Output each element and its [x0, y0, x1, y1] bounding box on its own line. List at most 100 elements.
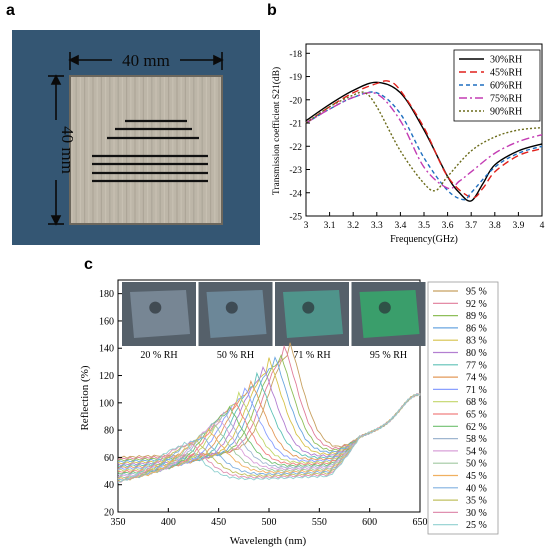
reflection-series-group [117, 342, 421, 484]
reflection-legend-label: 80 % [466, 348, 487, 359]
reflection-series-line-7 [117, 371, 421, 468]
reflection-legend-label: 68 % [466, 397, 487, 408]
s21-legend-label: 45%RH [490, 68, 522, 79]
reflection-legend-label: 45 % [466, 471, 487, 482]
rh-inset-label: 95 % RH [370, 350, 407, 361]
reflection-legend-label: 54 % [466, 446, 487, 457]
s21-x-tick-label: 3.8 [489, 221, 501, 231]
s21-chart: 3 3.1 3.2 3.3 3.4 3.5 3.6 3.7 3.8 3.9 4 -25-24-23-… [271, 43, 545, 245]
reflection-x-axis-label: Wavelength (nm) [230, 535, 307, 547]
reflection-y-axis-label: Reflection (%) [80, 365, 91, 430]
reflection-series-line-20 [117, 393, 421, 484]
reflection-y-tick-label: 160 [99, 316, 114, 327]
rh-inset-spot [149, 301, 162, 314]
reflection-x-tick-label: 600 [362, 517, 377, 528]
s21-x-axis-label: Frequency(GHz) [390, 234, 458, 245]
s21-x-tick-label: 3.6 [442, 221, 454, 231]
s21-y-tick-label: -18 [289, 50, 302, 60]
height-label: 40 mm [58, 126, 77, 174]
reflection-y-tick-label: 40 [104, 480, 114, 491]
reflection-legend-label: 77 % [466, 360, 487, 371]
reflection-y-tick-label: 80 [104, 426, 114, 437]
reflection-legend-box [427, 281, 499, 535]
reflection-legend-label: 58 % [466, 434, 487, 445]
rh-inset-film [130, 290, 190, 338]
line-resonators [92, 119, 208, 183]
reflection-legend-label: 74 % [466, 373, 487, 384]
reflection-y-tick-label: 120 [99, 371, 114, 382]
dimension-left [48, 74, 64, 226]
plate-texture [71, 77, 220, 223]
s21-y-tick-label: -19 [289, 73, 302, 83]
reflection-series-line-3 [117, 353, 421, 462]
reflection-y-tick-label: 140 [99, 344, 114, 355]
reflection-x-tick-label: 400 [161, 517, 176, 528]
s21-x-ticks: 3 3.1 3.2 3.3 3.4 3.5 3.6 3.7 3.8 3.9 4 [304, 212, 545, 231]
reflection-legend-label: 35 % [466, 496, 487, 507]
width-label: 40 mm [122, 51, 170, 70]
reflection-x-tick-label: 450 [211, 517, 226, 528]
s21-series-group [305, 80, 543, 202]
reflection-legend-label: 83 % [466, 336, 487, 347]
s21-x-tick-label: 3.2 [347, 221, 359, 231]
reflection-x-tick-label: 550 [312, 517, 327, 528]
rh-inset-film [359, 290, 420, 338]
dimension-top [68, 52, 224, 70]
s21-legend-label: 30%RH [490, 55, 522, 66]
reflection-series-line-6 [117, 365, 421, 467]
reflection-legend-label: 62 % [466, 422, 487, 433]
s21-x-tick-label: 4 [540, 221, 545, 231]
rh-inset-label: 50 % RH [217, 350, 254, 361]
s21-x-tick-label: 3.3 [371, 221, 383, 231]
s21-x-tick-label: 3.4 [394, 221, 406, 231]
reflection-series-line-16 [117, 393, 421, 481]
s21-series-line-4 [305, 91, 543, 190]
rh-inset-film [206, 290, 267, 338]
s21-y-ticks: -25 -24 -23 -22 -21 -20 -19 -18 [289, 50, 310, 223]
s21-x-tick-label: 3.5 [418, 221, 430, 231]
reflection-y-ticks: 20 40 60 80 100 120 140 160 180 [99, 289, 122, 519]
reflection-x-tick-label: 650 [413, 517, 428, 528]
s21-legend: 30%RH 45%RH 60%RH 75%RH 90%RH [453, 49, 541, 122]
panel-label-c: c [84, 256, 93, 273]
s21-x-tick-label: 3.9 [512, 221, 524, 231]
s21-y-tick-label: -25 [289, 213, 302, 223]
reflection-legend: 95 %92 %89 %86 % 83 %80 %77 % 74 %71 %68 %… [427, 281, 499, 535]
rh-inset-spot [225, 301, 238, 314]
reflection-legend-label: 30 % [466, 508, 487, 519]
s21-series-line-2 [305, 80, 543, 199]
s21-y-tick-label: -20 [289, 96, 302, 106]
reflection-x-tick-label: 500 [262, 517, 277, 528]
reflection-legend-label: 40 % [466, 483, 487, 494]
s21-y-tick-label: -24 [289, 189, 302, 199]
s21-legend-label: 90%RH [490, 107, 522, 118]
reflection-y-tick-label: 60 [104, 453, 114, 464]
reflection-legend-label: 89 % [466, 311, 487, 322]
reflection-legend-label: 86 % [466, 323, 487, 334]
s21-x-tick-label: 3.7 [465, 221, 477, 231]
s21-series-line-5 [305, 91, 543, 192]
s21-y-tick-label: -21 [289, 120, 302, 130]
reflection-legend-label: 65 % [466, 410, 487, 421]
reflection-legend-label: 95 % [466, 287, 487, 298]
rh-inset-photos: 20 % RH 50 % RH 71 % RH 95 % RH [122, 282, 426, 361]
reflection-legend-label: 92 % [466, 299, 487, 310]
reflection-x-tick-label: 350 [111, 517, 126, 528]
rh-inset-label: 20 % RH [140, 350, 177, 361]
s21-y-tick-label: -23 [289, 166, 302, 176]
s21-x-tick-label: 3 [304, 221, 309, 231]
s21-legend-label: 75%RH [490, 94, 522, 105]
s21-x-tick-label: 3.1 [324, 221, 336, 231]
reflection-y-tick-label: 180 [99, 289, 114, 300]
s21-y-tick-label: -22 [289, 143, 302, 153]
rh-inset-spot [302, 301, 315, 314]
reflection-y-tick-label: 20 [104, 508, 114, 519]
metal-plate [69, 75, 223, 225]
reflection-legend-label: 50 % [466, 459, 487, 470]
reflection-series-line-2 [117, 344, 421, 461]
rh-inset-label: 71 % RH [293, 350, 330, 361]
reflection-legend-label: 71 % [466, 385, 487, 396]
reflection-x-ticks: 350 400 450 500 550 600 650 [111, 508, 428, 528]
s21-legend-label: 60%RH [490, 81, 522, 92]
panel-label-a: a [6, 2, 15, 19]
